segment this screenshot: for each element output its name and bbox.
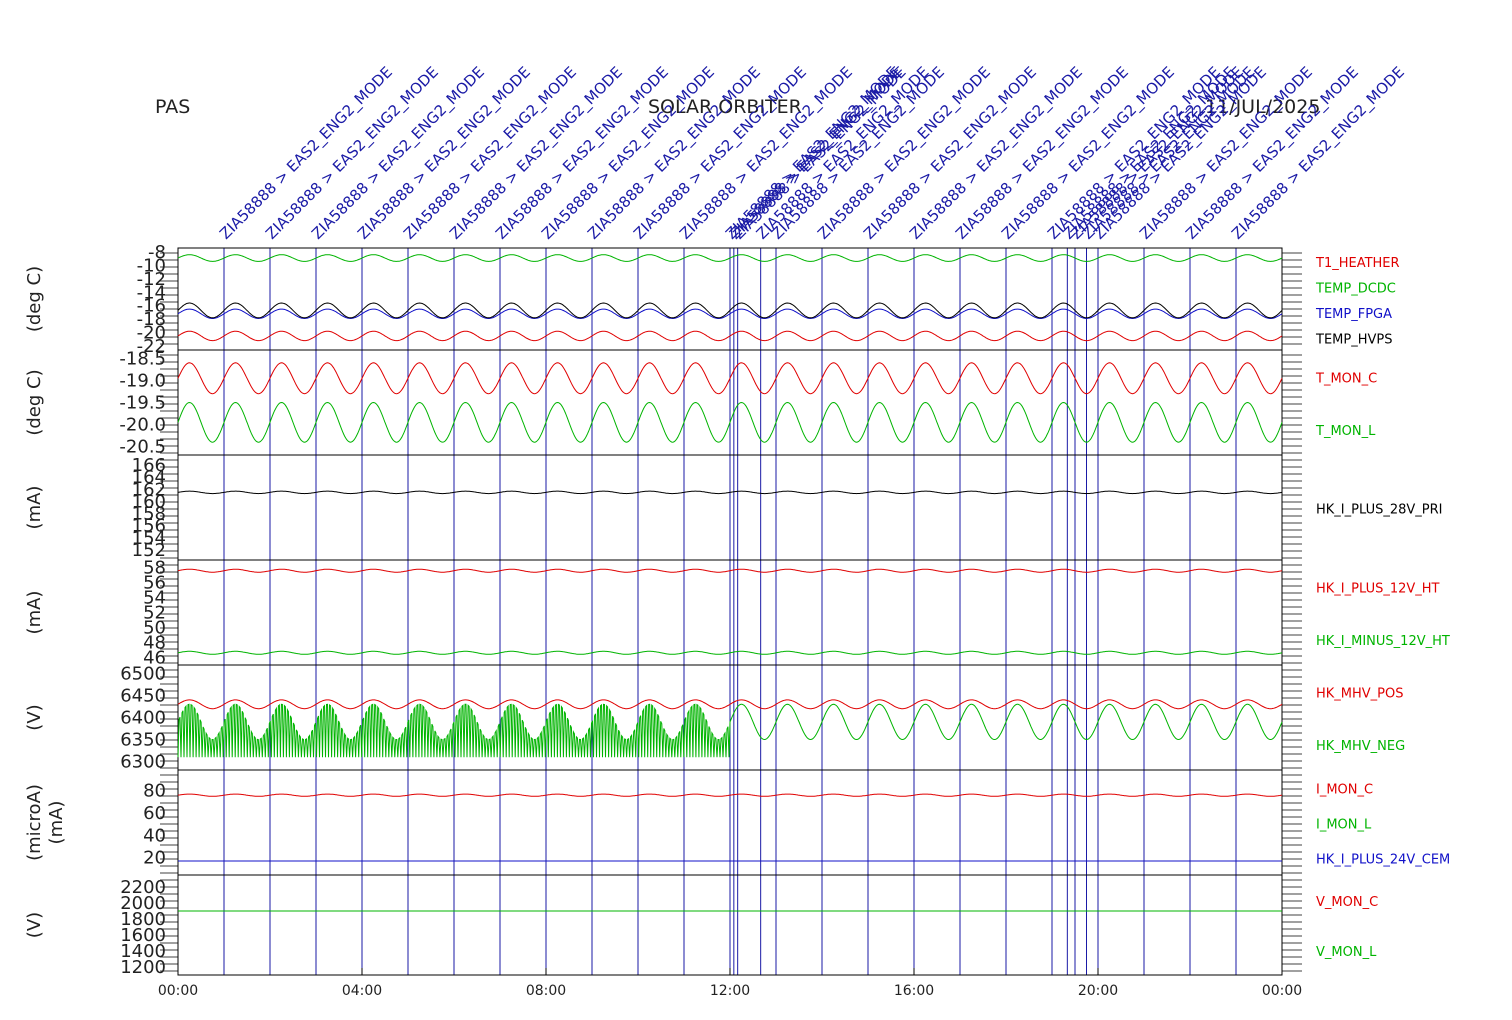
series-line-temp_dcdc [177,254,1283,262]
y-tick-label: 2000 [120,893,166,914]
x-tick-label: 08:00 [526,983,566,999]
y-tick-label: -18.5 [119,348,166,369]
series-line-hk_mhv_neg [177,703,1283,758]
y-tick-label: 1200 [120,957,166,978]
legend-hk_i_plus_28v_pri: HK_I_PLUS_28V_PRI [1316,503,1442,518]
x-tick-label: 12:00 [710,983,750,999]
y-axis-label: (V) [24,704,45,730]
legend-t_mon_l: T_MON_L [1315,424,1376,439]
y-tick-label: -8 [148,242,166,263]
y-axis-label: (mA) [24,486,45,530]
y-tick-label: -10 [137,255,166,276]
y-tick-label: 6300 [120,752,166,773]
series-line-hk_mhv_pos [177,699,1283,710]
series-line-temp_hvps [177,302,1283,319]
x-tick-label: 00:00 [158,983,198,999]
instrument-label: PAS [155,96,191,118]
y-axis-label-2: (mA) [46,801,67,845]
series-line-hk_i_plus_12v_ht [177,568,1283,573]
legend-temp_fpga: TEMP_FPGA [1315,307,1392,322]
legend-v_mon_c: V_MON_C [1316,895,1378,910]
mission-label: SOLAR ORBITER [648,96,802,118]
series-line-temp_fpga [177,308,1283,320]
y-tick-label: 20 [143,848,166,869]
y-tick-label: -14 [137,282,166,303]
series-line-i_mon_c [177,793,1283,797]
y-tick-label: -22 [137,336,166,357]
y-tick-label: 50 [143,617,166,638]
y-tick-label: 56 [143,573,166,594]
y-tick-label: 154 [132,528,166,549]
y-tick-label: -16 [137,296,166,317]
series-line-t1_heather [177,330,1283,342]
legend-hk_i_plus_24v_cem: HK_I_PLUS_24V_CEM [1316,853,1450,868]
y-tick-label: 158 [132,504,166,525]
y-tick-label: 6350 [120,730,166,751]
y-tick-label: -12 [137,269,166,290]
legend-i_mon_c: I_MON_C [1316,783,1373,798]
legend-v_mon_l: V_MON_L [1316,945,1377,960]
y-tick-label: 48 [143,632,166,653]
y-tick-label: -20.5 [119,437,166,458]
y-tick-label: 60 [143,803,166,824]
series-line-t_mon_l [177,401,1283,443]
y-tick-label: -19.0 [119,370,166,391]
y-tick-label: 166 [132,455,166,476]
y-tick-label: -20.0 [119,415,166,436]
y-tick-label: 162 [132,479,166,500]
y-tick-label: 152 [132,540,166,561]
date-label: 11/JUL/2025 [1205,96,1321,118]
x-tick-label: 00:00 [1262,983,1302,999]
y-tick-label: 156 [132,516,166,537]
y-tick-label: 2200 [120,877,166,898]
series-line-hk_i_minus_12v_ht [177,650,1283,655]
y-tick-label: 160 [132,491,166,512]
y-axis-label: (deg C) [24,369,45,435]
x-tick-label: 16:00 [894,983,934,999]
legend-t1_heather: T1_HEATHER [1315,256,1400,271]
y-axis-label: (deg C) [24,266,45,332]
legend-temp_dcdc: TEMP_DCDC [1315,281,1396,296]
y-tick-label: 46 [143,647,166,668]
y-tick-label: 6500 [120,663,166,684]
y-tick-label: 1800 [120,909,166,930]
legend-hk_i_minus_12v_ht: HK_I_MINUS_12V_HT [1316,634,1450,649]
legend-t_mon_c: T_MON_C [1315,371,1377,386]
series-line-hk_i_plus_28v_pri [177,490,1283,495]
y-axis-label: (mA) [24,591,45,635]
y-tick-label: -18 [137,309,166,330]
y-tick-label: 54 [143,588,166,609]
y-tick-label: 52 [143,603,166,624]
y-tick-label: 164 [132,467,166,488]
y-tick-label: 1400 [120,941,166,962]
y-tick-label: -20 [137,323,166,344]
y-tick-label: 40 [143,825,166,846]
y-tick-label: 1600 [120,925,166,946]
y-tick-label: 58 [143,558,166,579]
series-line-t_mon_c [177,362,1283,395]
y-tick-label: 6450 [120,685,166,706]
y-tick-label: 80 [143,781,166,802]
legend-hk_i_plus_12v_ht: HK_I_PLUS_12V_HT [1316,581,1440,596]
x-tick-label: 04:00 [342,983,382,999]
x-tick-label: 20:00 [1078,983,1118,999]
y-tick-label: -19.5 [119,393,166,414]
y-tick-label: 6400 [120,708,166,729]
legend-hk_mhv_neg: HK_MHV_NEG [1316,739,1405,754]
legend-i_mon_l: I_MON_L [1316,818,1372,833]
legend-temp_hvps: TEMP_HVPS [1315,332,1392,347]
y-axis-label: (microA) [24,784,45,861]
y-axis-label: (V) [24,912,45,938]
legend-hk_mhv_pos: HK_MHV_POS [1316,686,1404,701]
